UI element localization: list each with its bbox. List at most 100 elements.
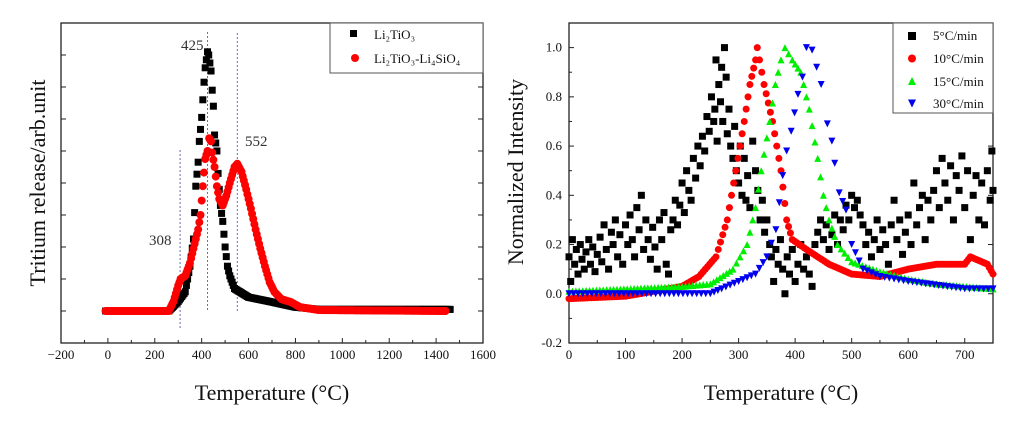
- data-point: [783, 147, 791, 155]
- data-point: [975, 285, 983, 293]
- data-point: [825, 245, 833, 253]
- legend-label-30: 30°C/min: [933, 96, 984, 111]
- data-point: [711, 105, 719, 113]
- x-tick-label: 200: [145, 347, 165, 362]
- data-point: [759, 259, 767, 267]
- data-point: [570, 290, 578, 298]
- data-point: [783, 216, 791, 224]
- data-point: [710, 117, 718, 125]
- data-point: [207, 67, 215, 75]
- data-point: [644, 236, 652, 244]
- data-point: [446, 305, 454, 313]
- data-point: [970, 285, 978, 293]
- data-point: [576, 241, 584, 249]
- data-point: [786, 229, 794, 237]
- data-point: [964, 167, 972, 175]
- data-point: [981, 221, 989, 229]
- data-point: [571, 260, 579, 268]
- data-point: [756, 56, 764, 64]
- data-point: [817, 216, 825, 224]
- data-point: [609, 241, 617, 249]
- data-point: [643, 290, 651, 298]
- legend-marker-triangle-up: [908, 77, 916, 85]
- data-point: [688, 290, 696, 298]
- data-point: [863, 267, 871, 275]
- data-point: [907, 241, 915, 249]
- data-point: [195, 137, 203, 145]
- data-point: [703, 113, 711, 121]
- data-point: [787, 127, 795, 135]
- y-tick-label: 0.2: [546, 237, 562, 252]
- data-point: [198, 182, 207, 191]
- data-point: [867, 269, 875, 277]
- data-point: [734, 154, 742, 162]
- data-point: [706, 280, 714, 288]
- data-point: [965, 285, 973, 293]
- data-point: [637, 191, 645, 199]
- data-point: [221, 243, 229, 251]
- data-point: [988, 147, 996, 155]
- data-point: [743, 241, 751, 249]
- data-point: [655, 216, 663, 224]
- data-point: [752, 167, 760, 175]
- data-point: [735, 277, 743, 285]
- data-point: [800, 265, 808, 273]
- data-point: [978, 179, 986, 187]
- y-tick-label: 0.8: [546, 89, 562, 104]
- data-point: [845, 216, 853, 224]
- series-30c-per-min: [565, 44, 997, 298]
- x-tick-label: 200: [672, 347, 692, 362]
- x-tick-label: 100: [616, 347, 636, 362]
- data-point: [740, 154, 748, 162]
- data-point: [819, 236, 827, 244]
- data-point: [716, 274, 724, 282]
- data-point: [593, 250, 601, 258]
- data-point: [586, 260, 594, 268]
- data-point: [635, 226, 643, 234]
- data-point: [696, 162, 704, 170]
- left-x-axis-title: Temperature (°C): [195, 380, 349, 405]
- data-point: [779, 265, 787, 273]
- data-point: [771, 130, 779, 138]
- data-point: [749, 216, 757, 224]
- data-point: [774, 260, 782, 268]
- data-point: [825, 216, 833, 224]
- data-point: [729, 265, 737, 273]
- data-point: [899, 250, 907, 258]
- data-point: [814, 154, 822, 162]
- data-point: [588, 290, 596, 298]
- data-point: [811, 241, 819, 249]
- data-point: [828, 231, 836, 239]
- data-point: [605, 265, 613, 273]
- data-point: [975, 216, 983, 224]
- data-point: [989, 186, 997, 194]
- data-point: [834, 241, 842, 249]
- data-point: [713, 137, 721, 145]
- data-point: [223, 262, 231, 270]
- data-point: [710, 278, 718, 286]
- data-point: [606, 290, 614, 298]
- data-point: [831, 232, 839, 240]
- data-point: [775, 199, 783, 207]
- data-point: [762, 90, 770, 98]
- data-point: [702, 290, 710, 298]
- data-point: [730, 179, 738, 187]
- data-point: [591, 268, 599, 276]
- data-point: [225, 267, 233, 275]
- data-point: [783, 253, 791, 261]
- data-point: [669, 216, 677, 224]
- data-point: [775, 154, 783, 162]
- left-y-axis-title: Tritium release/arb.unit: [25, 80, 50, 287]
- x-tick-label: 600: [239, 347, 259, 362]
- data-point: [822, 221, 830, 229]
- data-point: [851, 249, 859, 257]
- data-point: [210, 163, 219, 171]
- data-point: [697, 290, 705, 298]
- data-point: [578, 255, 586, 263]
- data-point: [628, 236, 636, 244]
- annotation-308: 308: [149, 233, 172, 249]
- data-point: [819, 191, 827, 199]
- data-point: [879, 226, 887, 234]
- data-point: [200, 168, 209, 177]
- data-point: [218, 209, 226, 217]
